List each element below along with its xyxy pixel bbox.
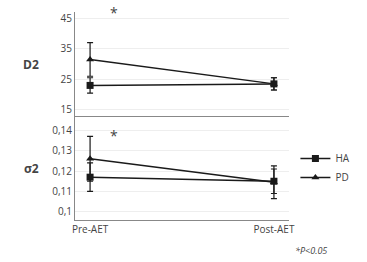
svg-text:Pre-AET: Pre-AET (72, 222, 109, 236)
svg-text:0,13: 0,13 (52, 143, 72, 157)
svg-text:35: 35 (61, 41, 73, 55)
svg-text:0,14: 0,14 (52, 123, 72, 137)
svg-text:HA: HA (335, 151, 349, 165)
svg-text:25: 25 (61, 72, 73, 86)
svg-text:PD: PD (335, 170, 348, 184)
svg-text:*: * (110, 126, 118, 145)
svg-text:σ2: σ2 (24, 160, 39, 177)
svg-text:0,11: 0,11 (52, 184, 72, 198)
svg-text:0,12: 0,12 (52, 164, 72, 178)
svg-text:45: 45 (61, 11, 73, 25)
svg-text:*: * (110, 3, 118, 22)
svg-text:0,1: 0,1 (58, 204, 72, 218)
svg-text:Post-AET: Post-AET (253, 222, 294, 236)
svg-text:15: 15 (61, 102, 73, 116)
svg-text:*P<0.05: *P<0.05 (295, 244, 327, 257)
svg-text:D2: D2 (23, 56, 39, 73)
